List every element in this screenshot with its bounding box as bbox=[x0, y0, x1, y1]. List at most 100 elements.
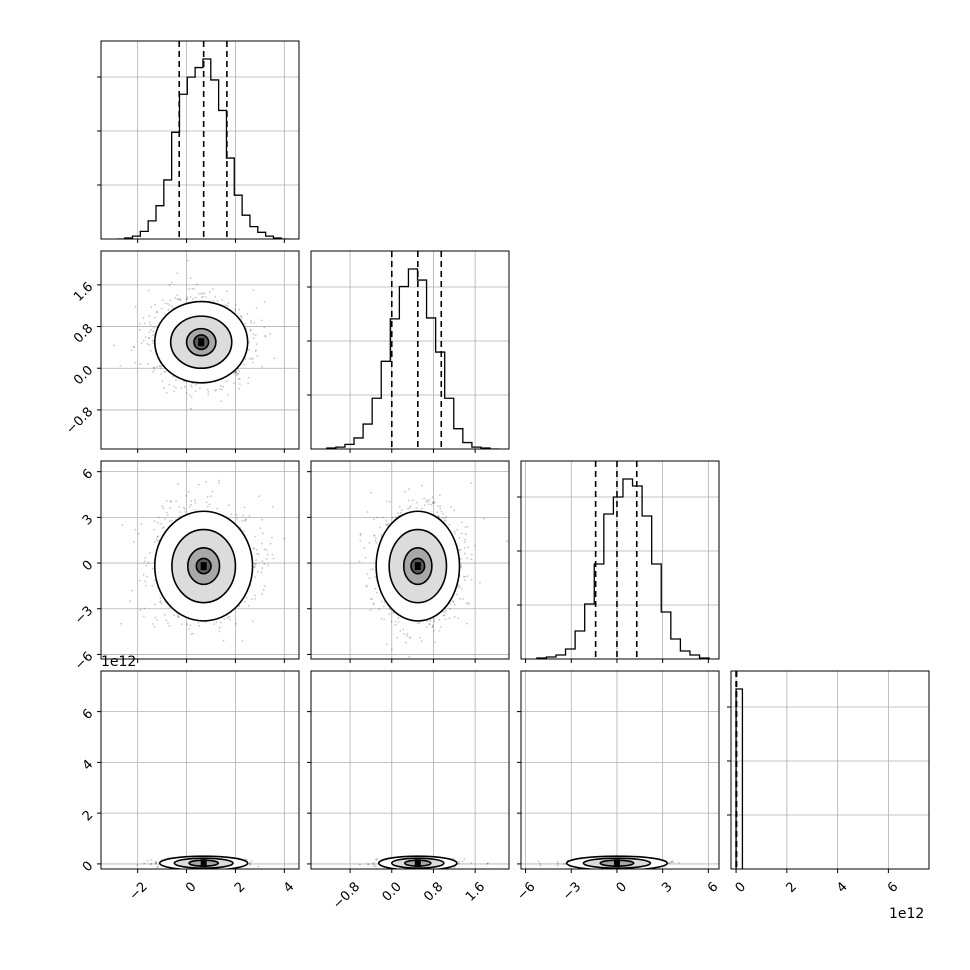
data-point bbox=[177, 482, 179, 485]
data-point bbox=[388, 608, 391, 611]
data-point bbox=[364, 556, 367, 559]
data-point bbox=[452, 601, 455, 604]
x-tick-label: 0.8 bbox=[421, 879, 446, 904]
data-point bbox=[217, 479, 220, 482]
data-point bbox=[415, 507, 418, 509]
data-point bbox=[385, 524, 387, 526]
panel-1-0: −0.8 0.0 0.8 1.6 bbox=[63, 250, 300, 453]
data-point bbox=[150, 306, 153, 308]
data-point bbox=[246, 313, 249, 315]
data-point bbox=[165, 392, 168, 394]
data-point bbox=[458, 860, 460, 863]
data-point bbox=[243, 363, 246, 366]
data-point bbox=[254, 594, 257, 597]
panel-frame bbox=[100, 250, 300, 450]
y-tick-label: 3 bbox=[80, 512, 96, 528]
data-point bbox=[212, 300, 215, 302]
data-point bbox=[179, 299, 182, 301]
data-point bbox=[159, 600, 162, 603]
data-point bbox=[148, 315, 151, 317]
data-point bbox=[140, 342, 143, 344]
data-point bbox=[442, 512, 444, 515]
data-point bbox=[188, 288, 190, 290]
data-point bbox=[444, 618, 447, 621]
data-point bbox=[419, 636, 421, 639]
data-point bbox=[214, 389, 216, 392]
data-point bbox=[207, 391, 210, 393]
data-point bbox=[249, 862, 252, 864]
data-point bbox=[226, 290, 228, 293]
data-point bbox=[155, 862, 157, 865]
data-point bbox=[449, 608, 451, 610]
panel-3-3: 0 2 4 6 bbox=[727, 670, 930, 896]
data-point bbox=[200, 292, 202, 295]
data-point bbox=[151, 585, 154, 587]
data-point bbox=[261, 593, 263, 595]
data-point bbox=[376, 591, 378, 594]
contour-line bbox=[173, 857, 234, 869]
data-point bbox=[160, 603, 163, 605]
data-point bbox=[243, 506, 246, 509]
data-point bbox=[537, 860, 540, 863]
data-point bbox=[153, 579, 156, 582]
data-point bbox=[431, 501, 434, 504]
data-point bbox=[185, 298, 188, 301]
data-point bbox=[159, 364, 162, 367]
data-point bbox=[164, 371, 167, 373]
data-point bbox=[538, 862, 541, 865]
data-point bbox=[453, 509, 455, 512]
data-point bbox=[460, 564, 462, 567]
data-point bbox=[174, 297, 177, 299]
data-point bbox=[185, 392, 188, 394]
y-tick-label: 6 bbox=[80, 706, 96, 722]
data-point bbox=[195, 283, 198, 286]
data-point bbox=[153, 625, 156, 628]
contour-line bbox=[171, 528, 237, 604]
data-point bbox=[234, 303, 237, 306]
data-point bbox=[467, 546, 470, 549]
data-point bbox=[156, 310, 159, 313]
data-point bbox=[175, 500, 178, 503]
data-point bbox=[153, 540, 156, 543]
contour-line bbox=[153, 300, 249, 384]
data-point bbox=[429, 623, 431, 626]
data-point bbox=[425, 501, 428, 503]
data-point bbox=[203, 292, 206, 295]
data-point bbox=[403, 633, 405, 635]
data-point bbox=[370, 491, 372, 494]
data-point bbox=[463, 541, 466, 544]
data-point bbox=[168, 304, 171, 307]
data-point bbox=[149, 324, 152, 326]
data-point bbox=[241, 519, 244, 522]
y-tick-label: 0 bbox=[80, 859, 96, 875]
data-point bbox=[266, 553, 269, 556]
data-point bbox=[408, 655, 411, 658]
data-point bbox=[165, 511, 168, 514]
data-point bbox=[219, 388, 221, 390]
data-point bbox=[428, 499, 431, 501]
y-offset-label: 1e12 bbox=[101, 654, 136, 670]
data-point bbox=[445, 515, 448, 518]
data-point bbox=[385, 500, 388, 503]
data-point bbox=[433, 500, 436, 503]
data-point bbox=[164, 518, 166, 520]
data-point bbox=[363, 546, 366, 549]
data-point bbox=[157, 522, 160, 524]
data-point bbox=[165, 499, 168, 502]
y-tick-label: 0.0 bbox=[71, 363, 96, 388]
data-point bbox=[227, 302, 230, 305]
data-point bbox=[254, 598, 256, 600]
data-point bbox=[423, 497, 425, 500]
data-point bbox=[420, 507, 423, 510]
data-point bbox=[187, 491, 190, 493]
contour-line bbox=[186, 547, 221, 586]
data-point bbox=[359, 532, 362, 535]
data-point bbox=[243, 530, 246, 532]
data-point bbox=[460, 566, 462, 568]
data-point bbox=[168, 625, 171, 627]
data-point bbox=[388, 613, 391, 615]
data-point bbox=[374, 587, 377, 590]
data-point bbox=[144, 580, 147, 583]
data-point bbox=[145, 564, 148, 567]
data-point bbox=[378, 608, 381, 611]
